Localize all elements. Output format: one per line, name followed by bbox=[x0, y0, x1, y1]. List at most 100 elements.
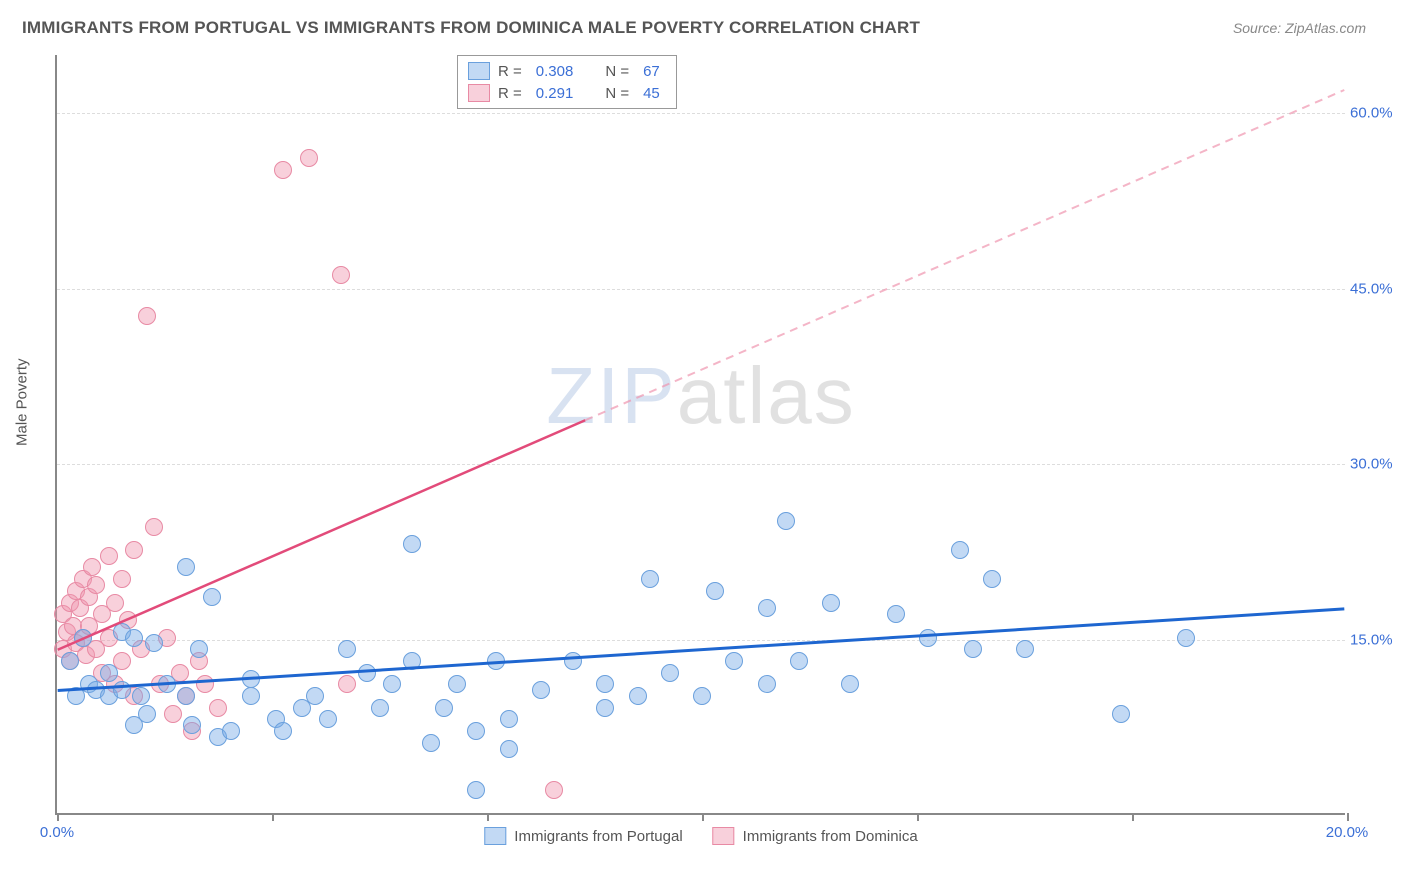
r-label: R = bbox=[498, 63, 522, 80]
point-portugal bbox=[190, 640, 208, 658]
point-portugal bbox=[383, 675, 401, 693]
point-portugal bbox=[177, 558, 195, 576]
point-portugal bbox=[951, 541, 969, 559]
point-portugal bbox=[242, 670, 260, 688]
x-tick bbox=[272, 813, 274, 821]
point-portugal bbox=[693, 687, 711, 705]
y-tick-label: 60.0% bbox=[1350, 105, 1405, 122]
legend-label-portugal: Immigrants from Portugal bbox=[514, 828, 682, 845]
point-portugal bbox=[74, 629, 92, 647]
point-dominica bbox=[209, 699, 227, 717]
swatch-portugal bbox=[468, 62, 490, 80]
point-dominica bbox=[164, 705, 182, 723]
point-portugal bbox=[132, 687, 150, 705]
point-dominica bbox=[545, 781, 563, 799]
n-label: N = bbox=[605, 63, 629, 80]
point-portugal bbox=[158, 675, 176, 693]
n-value-dominica: 45 bbox=[643, 85, 660, 102]
point-portugal bbox=[113, 681, 131, 699]
point-portugal bbox=[1016, 640, 1034, 658]
point-dominica bbox=[338, 675, 356, 693]
point-portugal bbox=[125, 629, 143, 647]
point-portugal bbox=[138, 705, 156, 723]
point-portugal bbox=[145, 634, 163, 652]
x-tick bbox=[1347, 813, 1349, 821]
point-dominica bbox=[274, 161, 292, 179]
point-portugal bbox=[371, 699, 389, 717]
legend-label-dominica: Immigrants from Dominica bbox=[743, 828, 918, 845]
x-tick bbox=[487, 813, 489, 821]
chart-container: IMMIGRANTS FROM PORTUGAL VS IMMIGRANTS F… bbox=[0, 0, 1406, 892]
point-portugal bbox=[500, 710, 518, 728]
point-portugal bbox=[822, 594, 840, 612]
point-portugal bbox=[725, 652, 743, 670]
x-tick-label: 0.0% bbox=[40, 824, 74, 841]
point-portugal bbox=[274, 722, 292, 740]
point-portugal bbox=[790, 652, 808, 670]
point-portugal bbox=[564, 652, 582, 670]
point-portugal bbox=[500, 740, 518, 758]
r-label: R = bbox=[498, 85, 522, 102]
x-tick bbox=[1132, 813, 1134, 821]
point-portugal bbox=[983, 570, 1001, 588]
point-dominica bbox=[87, 576, 105, 594]
n-label: N = bbox=[605, 85, 629, 102]
point-portugal bbox=[306, 687, 324, 705]
point-portugal bbox=[596, 675, 614, 693]
point-portugal bbox=[919, 629, 937, 647]
point-portugal bbox=[487, 652, 505, 670]
y-tick-label: 15.0% bbox=[1350, 631, 1405, 648]
point-portugal bbox=[435, 699, 453, 717]
y-axis-label: Male Poverty bbox=[14, 358, 31, 446]
point-portugal bbox=[403, 535, 421, 553]
gridline-h bbox=[57, 113, 1345, 114]
point-portugal bbox=[61, 652, 79, 670]
point-dominica bbox=[106, 594, 124, 612]
y-tick-label: 45.0% bbox=[1350, 280, 1405, 297]
point-portugal bbox=[467, 722, 485, 740]
gridline-h bbox=[57, 640, 1345, 641]
watermark-atlas: atlas bbox=[677, 351, 856, 440]
point-portugal bbox=[841, 675, 859, 693]
x-tick bbox=[702, 813, 704, 821]
point-portugal bbox=[242, 687, 260, 705]
legend-row-portugal: R = 0.308 N = 67 bbox=[468, 60, 666, 82]
point-portugal bbox=[183, 716, 201, 734]
swatch-dominica bbox=[468, 84, 490, 102]
point-portugal bbox=[706, 582, 724, 600]
point-portugal bbox=[641, 570, 659, 588]
plot-area: ZIPatlas R = 0.308 N = 67 R = 0.291 N = … bbox=[55, 55, 1345, 815]
x-tick bbox=[57, 813, 59, 821]
legend-row-dominica: R = 0.291 N = 45 bbox=[468, 82, 666, 104]
point-portugal bbox=[1177, 629, 1195, 647]
point-dominica bbox=[196, 675, 214, 693]
point-portugal bbox=[467, 781, 485, 799]
point-portugal bbox=[887, 605, 905, 623]
point-portugal bbox=[777, 512, 795, 530]
point-dominica bbox=[332, 266, 350, 284]
point-portugal bbox=[448, 675, 466, 693]
point-portugal bbox=[319, 710, 337, 728]
gridline-h bbox=[57, 464, 1345, 465]
y-tick-label: 30.0% bbox=[1350, 456, 1405, 473]
point-portugal bbox=[596, 699, 614, 717]
swatch-portugal-icon bbox=[484, 827, 506, 845]
chart-title: IMMIGRANTS FROM PORTUGAL VS IMMIGRANTS F… bbox=[22, 18, 920, 38]
x-tick bbox=[917, 813, 919, 821]
point-portugal bbox=[177, 687, 195, 705]
point-dominica bbox=[138, 307, 156, 325]
point-portugal bbox=[358, 664, 376, 682]
n-value-portugal: 67 bbox=[643, 63, 660, 80]
point-portugal bbox=[338, 640, 356, 658]
gridline-h bbox=[57, 289, 1345, 290]
point-portugal bbox=[403, 652, 421, 670]
point-portugal bbox=[222, 722, 240, 740]
point-dominica bbox=[100, 547, 118, 565]
watermark: ZIPatlas bbox=[546, 350, 855, 442]
point-portugal bbox=[1112, 705, 1130, 723]
point-portugal bbox=[532, 681, 550, 699]
point-portugal bbox=[661, 664, 679, 682]
legend-item-dominica: Immigrants from Dominica bbox=[713, 827, 918, 845]
chart-source: Source: ZipAtlas.com bbox=[1233, 20, 1366, 36]
point-dominica bbox=[300, 149, 318, 167]
